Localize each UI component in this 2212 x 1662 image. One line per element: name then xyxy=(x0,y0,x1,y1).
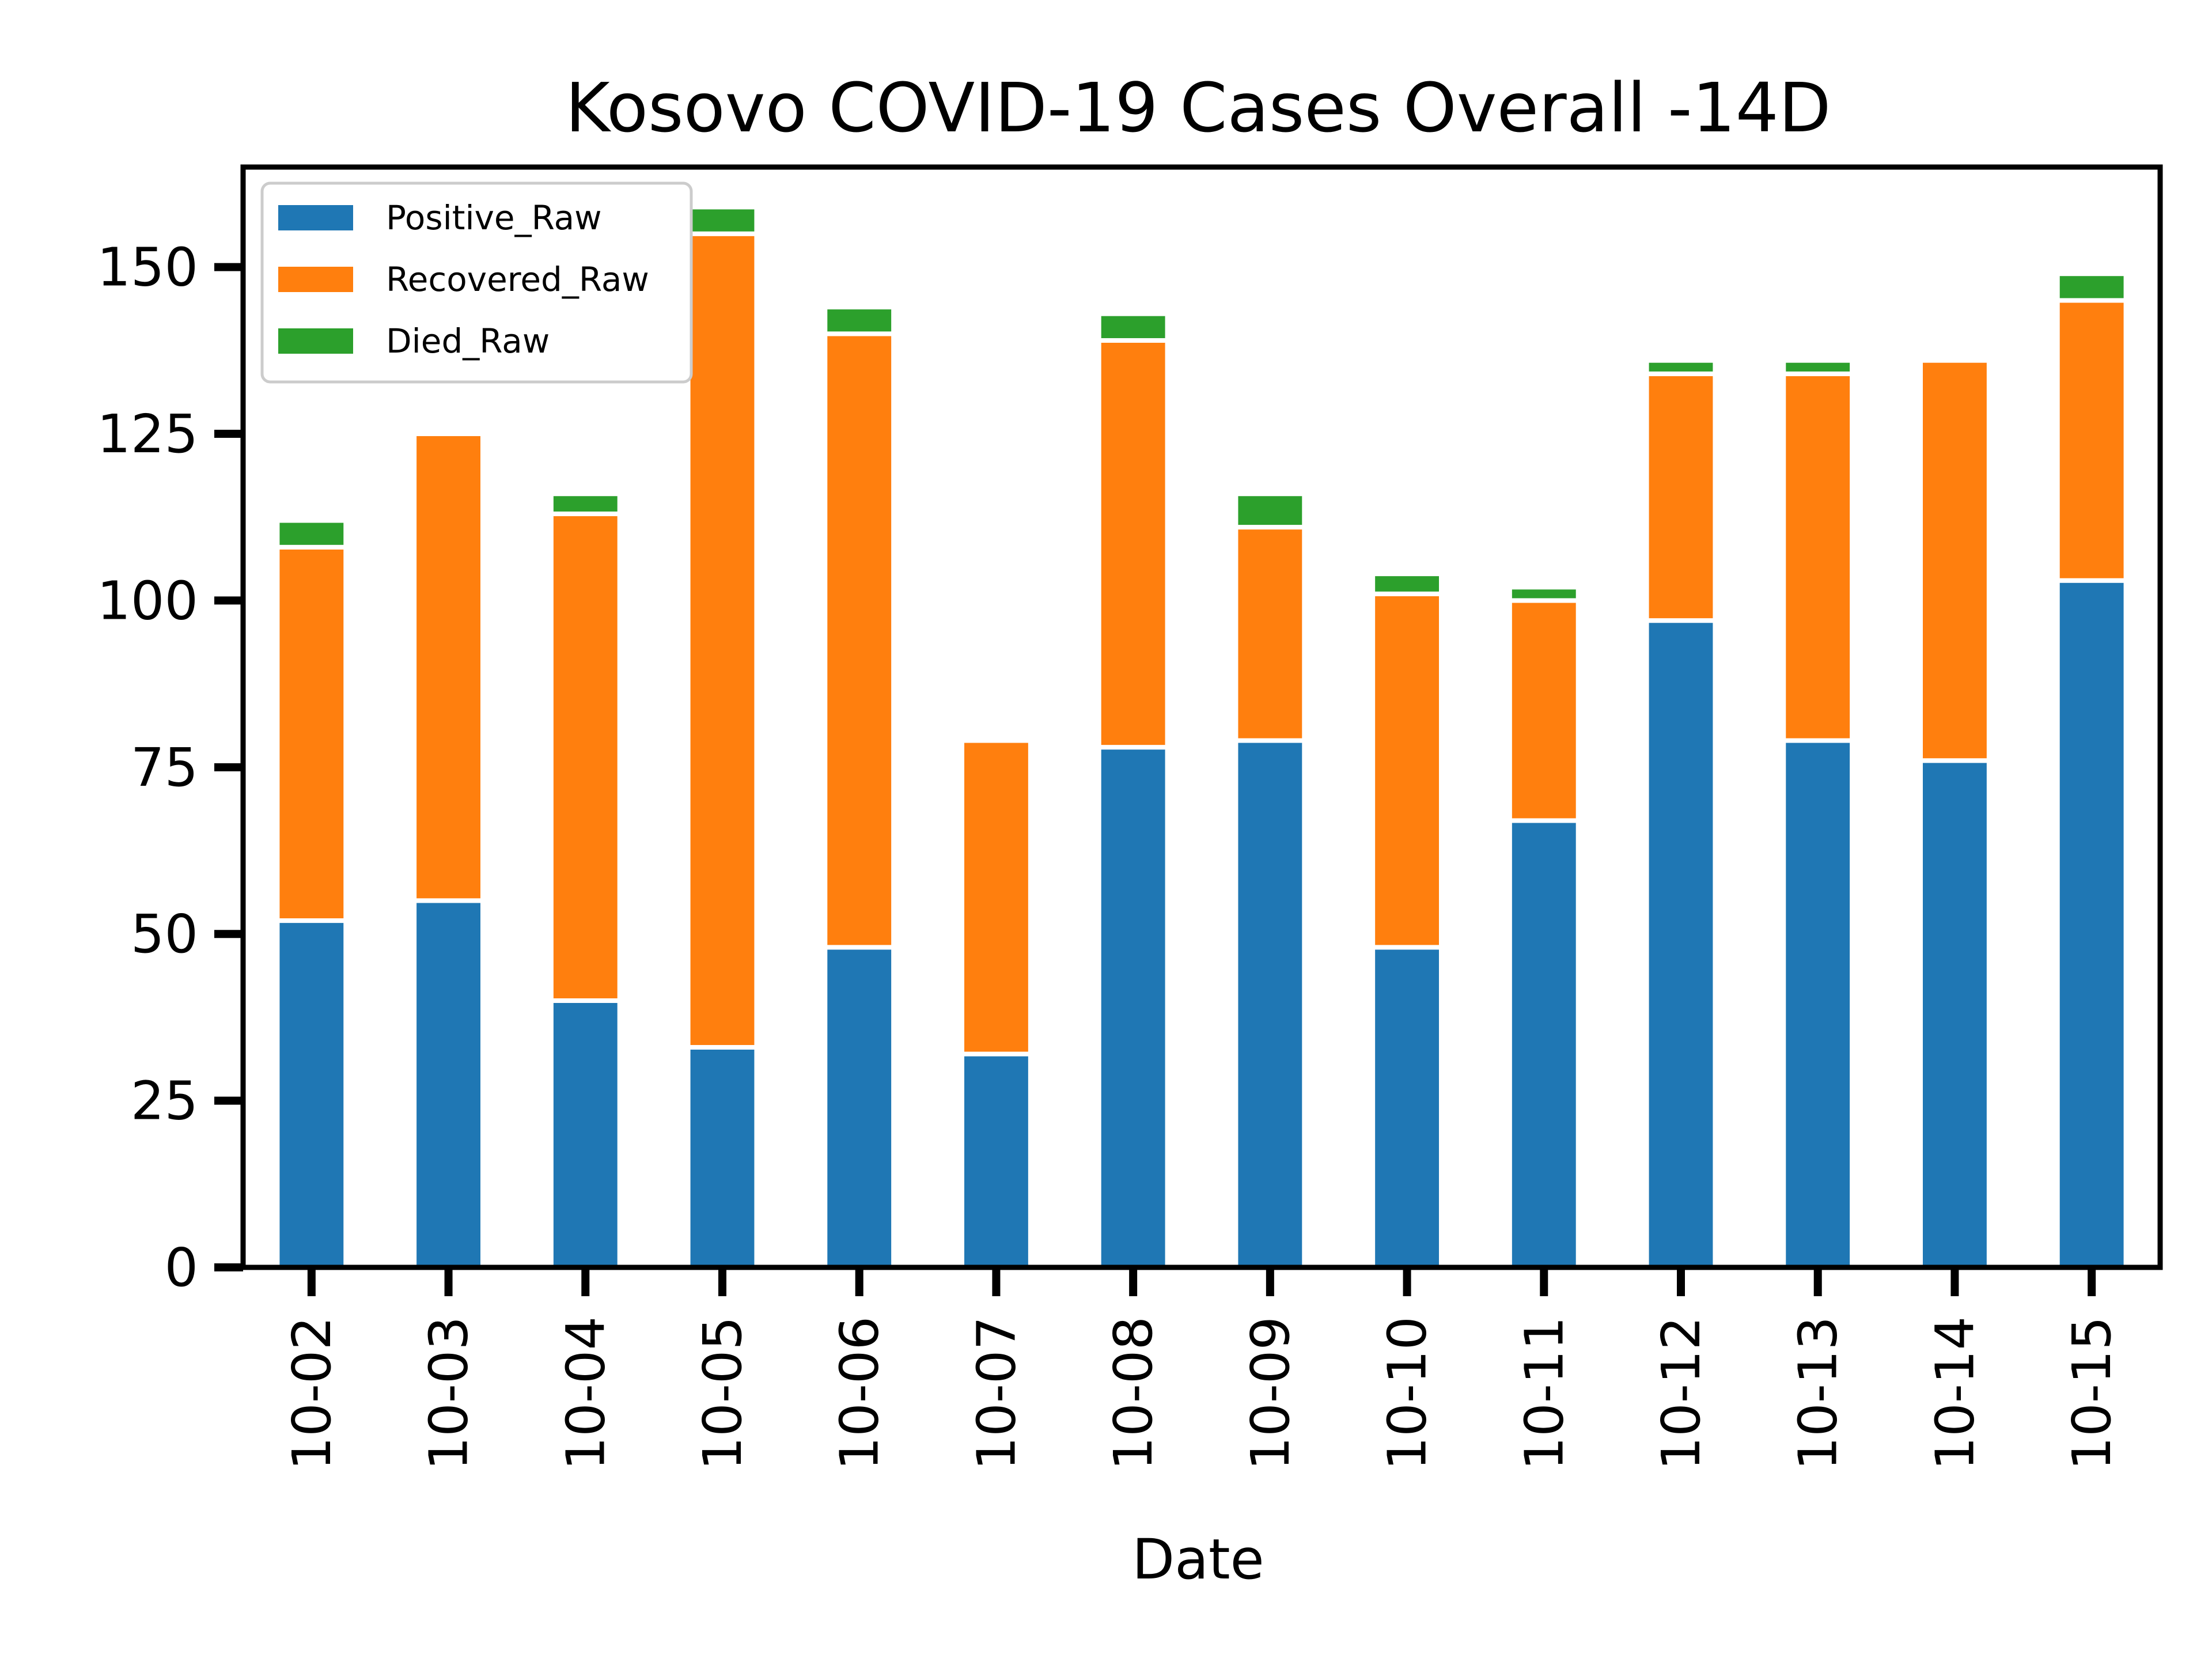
y-tick-label-50: 50 xyxy=(131,903,198,965)
bar-recovered-raw-10-10 xyxy=(1370,591,1444,950)
bar-died-raw-10-06 xyxy=(823,305,896,336)
y-tick-label-100: 100 xyxy=(97,570,198,631)
bar-positive-raw-10-08 xyxy=(1096,745,1170,1270)
x-tick-label-10-09: 10-09 xyxy=(1240,1316,1301,1470)
legend-label-recovered-raw: Recovered_Raw xyxy=(386,260,649,299)
bar-positive-raw-10-07 xyxy=(960,1051,1033,1270)
x-tick-label-10-04: 10-04 xyxy=(555,1316,616,1470)
bar-died-raw-10-08 xyxy=(1096,311,1170,343)
bar-recovered-raw-10-13 xyxy=(1781,371,1855,743)
x-tick-label-10-03: 10-03 xyxy=(418,1316,480,1470)
y-tick-label-75: 75 xyxy=(131,737,198,798)
legend-swatch-recovered-raw xyxy=(278,267,353,292)
y-tick-label-0: 0 xyxy=(164,1237,198,1298)
y-tick-label-150: 150 xyxy=(97,237,198,298)
bar-died-raw-10-05 xyxy=(685,205,759,236)
bar-recovered-raw-10-12 xyxy=(1644,371,1718,623)
bar-died-raw-10-10 xyxy=(1370,571,1444,596)
bar-positive-raw-10-03 xyxy=(412,898,486,1270)
plot-frame xyxy=(240,164,2163,1270)
bar-positive-raw-10-09 xyxy=(1233,738,1307,1270)
x-tick-label-10-15: 10-15 xyxy=(2061,1316,2123,1470)
bar-positive-raw-10-15 xyxy=(2055,578,2128,1270)
bar-positive-raw-10-12 xyxy=(1644,618,1718,1270)
legend: Positive_Raw Recovered_Raw Died_Raw xyxy=(260,181,693,384)
x-tick-label-10-06: 10-06 xyxy=(829,1316,891,1470)
x-tick-label-10-08: 10-08 xyxy=(1103,1316,1164,1470)
bar-died-raw-10-12 xyxy=(1644,358,1718,376)
bar-positive-raw-10-10 xyxy=(1370,945,1444,1270)
legend-box xyxy=(260,181,693,384)
x-tick-label-10-12: 10-12 xyxy=(1650,1316,1712,1470)
bar-positive-raw-10-02 xyxy=(275,918,349,1270)
bar-recovered-raw-10-02 xyxy=(275,544,349,923)
x-tick-label-10-11: 10-11 xyxy=(1513,1316,1575,1470)
bar-recovered-raw-10-14 xyxy=(1918,358,1991,763)
bars-layer xyxy=(275,205,2128,1270)
bar-recovered-raw-10-09 xyxy=(1233,525,1307,743)
bar-recovered-raw-10-08 xyxy=(1096,338,1170,750)
bar-died-raw-10-02 xyxy=(275,518,349,550)
bar-positive-raw-10-04 xyxy=(548,998,622,1270)
bar-positive-raw-10-05 xyxy=(685,1045,759,1270)
bar-positive-raw-10-11 xyxy=(1507,818,1581,1270)
x-tick-label-10-05: 10-05 xyxy=(692,1316,753,1470)
legend-swatch-positive-raw xyxy=(278,205,353,230)
x-tick-label-10-14: 10-14 xyxy=(1924,1316,1986,1470)
y-tick-label-125: 125 xyxy=(97,403,198,465)
legend-swatch-died-raw xyxy=(278,328,353,354)
x-tick-label-10-07: 10-07 xyxy=(965,1316,1027,1470)
y-axis: 0 25 50 75 100 125 150 xyxy=(97,237,243,1298)
bar-positive-raw-10-14 xyxy=(1918,758,1991,1270)
bar-recovered-raw-10-04 xyxy=(548,511,622,1003)
x-tick-label-10-10: 10-10 xyxy=(1377,1316,1438,1470)
chart-title: Kosovo COVID-19 Cases Overall -14D xyxy=(565,68,1831,147)
bar-recovered-raw-10-11 xyxy=(1507,598,1581,823)
bar-recovered-raw-10-03 xyxy=(412,431,486,903)
bar-died-raw-10-04 xyxy=(548,491,622,516)
x-axis: 10-02 10-03 10-04 10-05 10-06 10-07 10-08 10-09… xyxy=(281,1267,2123,1470)
x-tick-label-10-13: 10-13 xyxy=(1787,1316,1849,1470)
bar-died-raw-10-15 xyxy=(2055,271,2128,303)
y-tick-label-25: 25 xyxy=(131,1070,198,1132)
bar-recovered-raw-10-05 xyxy=(685,231,759,1050)
legend-label-positive-raw: Positive_Raw xyxy=(386,198,602,237)
bar-died-raw-10-13 xyxy=(1781,358,1855,376)
legend-label-died-raw: Died_Raw xyxy=(386,321,550,361)
bar-recovered-raw-10-15 xyxy=(2055,298,2128,583)
bar-died-raw-10-09 xyxy=(1233,491,1307,530)
bar-died-raw-10-11 xyxy=(1507,585,1581,603)
bar-recovered-raw-10-06 xyxy=(823,331,896,950)
x-axis-label: Date xyxy=(1132,1527,1264,1592)
x-tick-label-10-02: 10-02 xyxy=(281,1316,343,1470)
bar-recovered-raw-10-07 xyxy=(960,738,1033,1057)
bar-positive-raw-10-06 xyxy=(823,945,896,1270)
bar-positive-raw-10-13 xyxy=(1781,738,1855,1270)
